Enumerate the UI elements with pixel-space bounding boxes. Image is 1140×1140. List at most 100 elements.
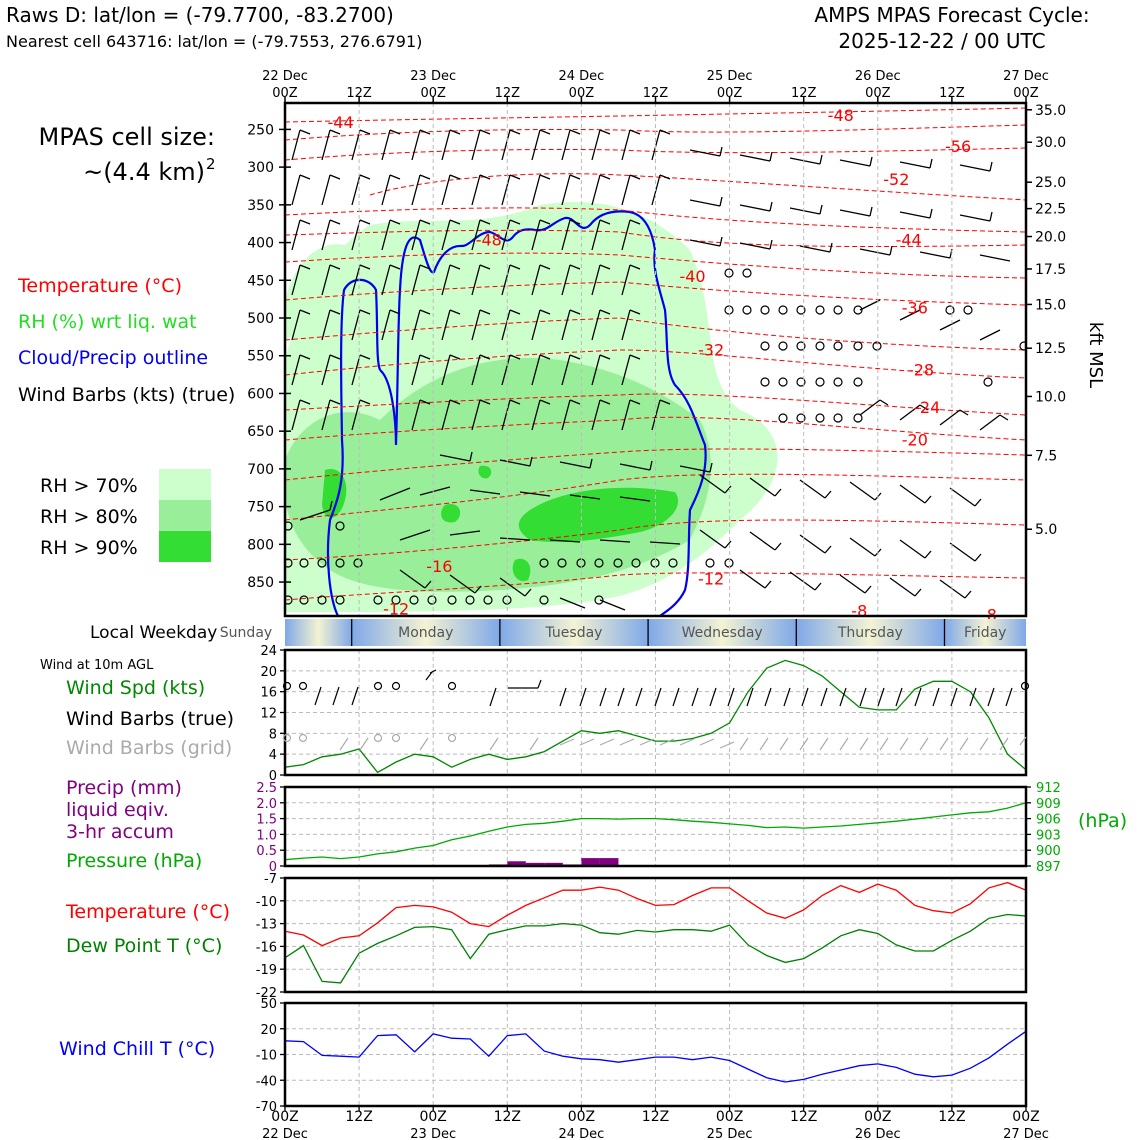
weekday-label: Thursday (837, 625, 903, 641)
legend-wind-barbs: Wind Barbs (kts) (true) (18, 384, 235, 406)
panel-y-tick-label: -40 (256, 1074, 277, 1089)
temperature-contour-label: -24 (914, 398, 940, 417)
forecast-cycle-title: AMPS MPAS Forecast Cycle: (814, 3, 1089, 27)
temperature-line (285, 881, 1026, 947)
kft-tick-label: 25.0 (1035, 175, 1066, 191)
pressure-tick-label: 600 (247, 386, 274, 402)
bottom-date-label: 22 Dec (262, 1127, 308, 1140)
kft-tick-label: 30.0 (1035, 135, 1066, 151)
cloud-outline (326, 210, 707, 616)
panel-y-tick-label: -10 (256, 895, 277, 910)
pressure-tick-label: 850 (247, 575, 274, 591)
legend-rh90-swatch (159, 531, 211, 562)
top-tick-label: 12Z (939, 86, 965, 101)
wind-barbs-cross-section (291, 129, 1011, 611)
precip-bar (599, 858, 619, 866)
bottom-tick-label: 12Z (345, 1109, 372, 1125)
precip-label-2: liquid eqiv. (66, 799, 169, 821)
nearest-cell-subtitle: Nearest cell 643716: lat/lon = (-79.7553… (6, 32, 422, 51)
panel-y-tick-label: -10 (256, 1049, 277, 1064)
panel-y-tick-label: 0.5 (256, 844, 277, 859)
top-date-label: 25 Dec (707, 69, 753, 84)
top-tick-label: 00Z (420, 86, 446, 101)
pressure-tick-label: 300 (247, 160, 274, 176)
temperature-contour-label: -36 (902, 298, 928, 317)
temperature-contour-label: -48 (476, 231, 502, 250)
panel-y-tick-label: 0 (269, 769, 277, 784)
panel-y-tick-label: 24 (260, 644, 277, 659)
legend-rh80-swatch (159, 500, 211, 531)
kft-tick-label: 15.0 (1035, 297, 1066, 313)
weekday-segment (499, 619, 649, 646)
temperature-contours (285, 107, 1026, 601)
panel-y-tick-label: -19 (256, 963, 277, 978)
surface-wind-barbs (314, 669, 1013, 707)
top-tick-label: 00Z (865, 86, 891, 101)
bottom-date-label: 23 Dec (410, 1127, 456, 1140)
kft-tick-label: 20.0 (1035, 230, 1066, 246)
pressure-right-tick-label: 903 (1036, 828, 1061, 843)
top-tick-label: 00Z (272, 86, 298, 101)
temperature-contour-label: -48 (828, 106, 854, 125)
bottom-tick-label: 12Z (790, 1109, 817, 1125)
legend-rh90-label: RH > 90% (40, 537, 138, 559)
bottom-date-label: 27 Dec (1003, 1127, 1049, 1140)
pressure-tick-label: 550 (247, 349, 274, 365)
panel-y-tick-label: 50 (260, 997, 277, 1012)
precip-bar (507, 861, 526, 866)
temperature-contour-label: -56 (945, 137, 971, 156)
bottom-tick-label: 00Z (419, 1109, 446, 1125)
temperature-contour-label: -16 (426, 557, 452, 576)
windchill-panel: 50 20 -10 -40 -70 (256, 997, 1028, 1115)
panel-y-tick-label: 2.5 (256, 781, 277, 796)
pressure-tick-label: 650 (247, 424, 274, 440)
bottom-date-label: 26 Dec (855, 1127, 901, 1140)
pressure-right-tick-label: 900 (1036, 844, 1061, 859)
weekday-segment (285, 619, 352, 646)
pressure-tick-label: 800 (247, 537, 274, 553)
pressure-tick-label: 700 (247, 462, 274, 478)
wind-barbs-grid-label: Wind Barbs (grid) (66, 737, 232, 759)
kft-axis-label: kft MSL (1085, 322, 1106, 388)
windchill-label: Wind Chill T (°C) (59, 1038, 215, 1060)
panel-frame (283, 876, 1028, 994)
bottom-date-label: 25 Dec (707, 1127, 753, 1140)
wind-barbs-true-label: Wind Barbs (true) (66, 708, 234, 730)
wind-speed-line (285, 659, 1026, 774)
top-date-label: 24 Dec (558, 69, 604, 84)
temperature-contour-label: -12 (383, 599, 409, 618)
kft-tick-label: 35.0 (1035, 103, 1066, 119)
temperature-contour-label: -52 (883, 170, 909, 189)
temperature-contour-label: -12 (698, 569, 724, 588)
weekday-strip: Sunday Monday Tuesday Wednesday Thursday Frid… (220, 619, 1026, 646)
temperature-contour-label: -20 (902, 430, 928, 449)
temperature-label-2: Temperature (°C) (65, 901, 230, 923)
cell-size-label: MPAS cell size: (39, 123, 215, 151)
legend-rh70-swatch (159, 469, 211, 500)
pressure-unit-label: (hPa) (1078, 810, 1127, 832)
bottom-tick-label: 00Z (864, 1109, 891, 1125)
weekday-segment (796, 619, 945, 646)
precip-bar (525, 862, 545, 866)
grid-wind-calm-circles (282, 733, 457, 743)
temperature-contour-label: -8 (851, 602, 867, 621)
pressure-tick-label: 400 (247, 236, 274, 252)
pressure-line (285, 802, 1026, 861)
top-tick-label: 12Z (643, 86, 669, 101)
panel-frame (283, 648, 1028, 777)
wind-spd-label: Wind Spd (kts) (66, 677, 205, 699)
legend-rh: RH (%) wrt liq. wat (18, 311, 197, 333)
pressure-right-tick-label: 909 (1036, 797, 1061, 812)
panel-y-tick-label: 16 (260, 686, 277, 701)
precip-label-3: 3-hr accum (66, 821, 174, 843)
panel-y-tick-label: 4 (269, 748, 277, 763)
panel-y-tick-label: -16 (256, 940, 277, 955)
precip-bar (581, 858, 600, 866)
wind-10m-label: Wind at 10m AGL (40, 658, 154, 673)
wind-panel: 0 4 8 12 16 20 24 (260, 644, 1028, 784)
panel-y-tick-label: 20 (260, 1023, 277, 1038)
temperature-panel: -7 -10 -13 -16 -19 -22 (256, 872, 1028, 1001)
pressure-tick-label: 350 (247, 198, 274, 214)
weekday-label: Sunday (220, 625, 272, 641)
